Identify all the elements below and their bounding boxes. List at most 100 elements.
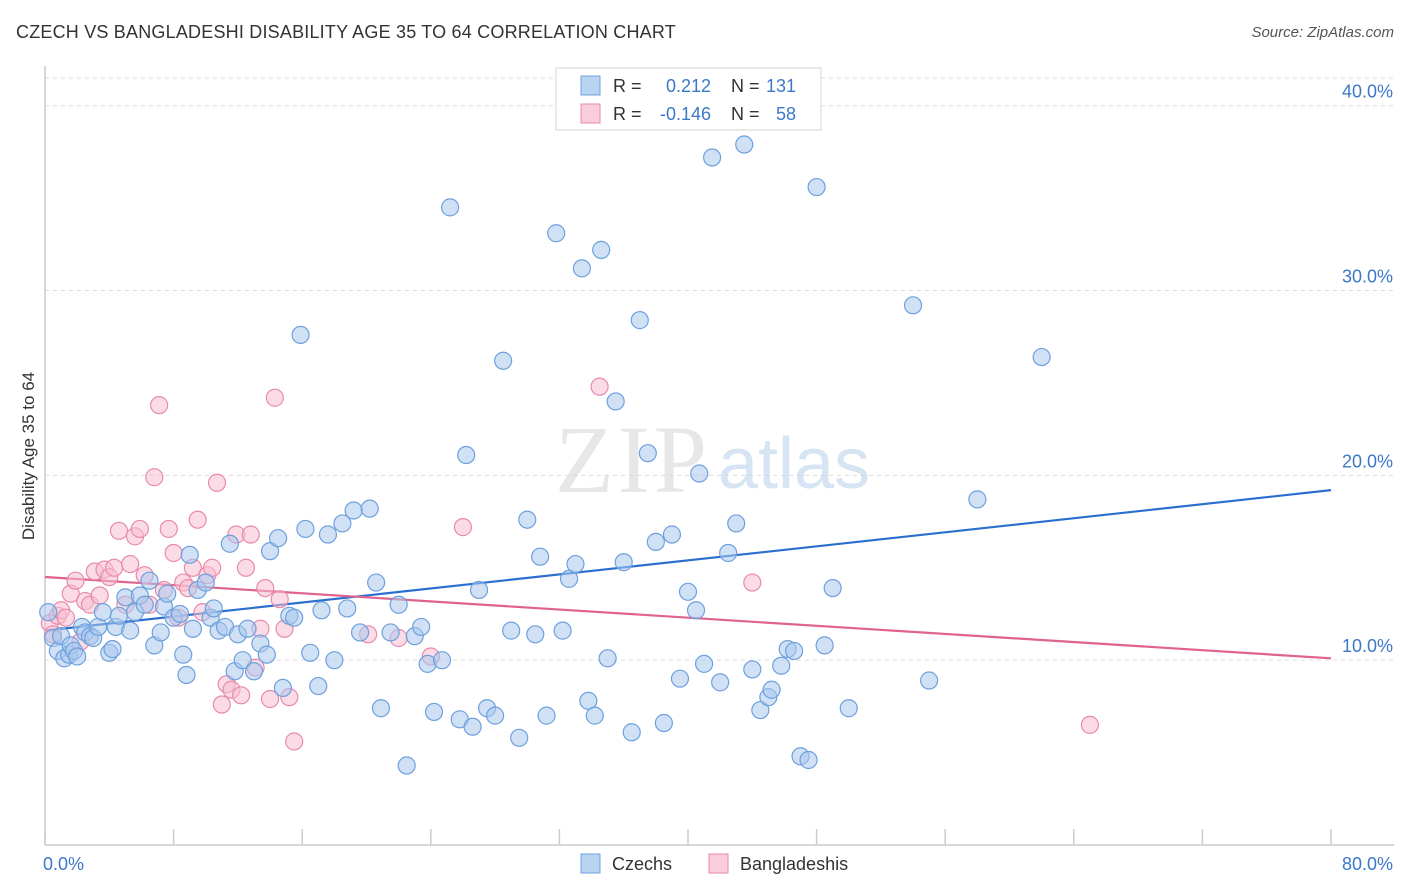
czech-point (566, 554, 585, 574)
x-tick-label: 80.0% (1342, 854, 1393, 874)
czech-point (572, 259, 592, 278)
czech-point (360, 499, 379, 518)
czech-point (220, 534, 239, 553)
bangladeshi-point (236, 558, 256, 577)
chart-title: CZECH VS BANGLADESHI DISABILITY AGE 35 T… (16, 22, 676, 42)
czech-point (839, 699, 858, 718)
stats-n-label-bangladeshi: N = (731, 104, 760, 124)
czech-point (622, 723, 641, 742)
czech-point (285, 608, 304, 627)
bangladeshi-point (56, 608, 75, 627)
bangladeshi-point (145, 468, 164, 487)
y-tick-label: 30.0% (1342, 267, 1393, 287)
czech-point (440, 198, 460, 217)
bangladeshi-point (285, 732, 304, 751)
czech-point (654, 713, 673, 733)
czech-point (690, 464, 709, 483)
stats-legend-swatch-czech (580, 75, 601, 96)
czech-point (301, 643, 320, 662)
czech-point (432, 651, 452, 670)
czech-point (350, 623, 370, 642)
czech-point (903, 296, 923, 315)
legend-label-czechs: Czechs (612, 854, 672, 874)
y-tick-label: 40.0% (1342, 82, 1393, 102)
bangladeshi-point (207, 473, 227, 492)
czech-point (457, 445, 476, 465)
y-axis-label: Disability Age 35 to 64 (19, 372, 38, 540)
czech-point (510, 728, 529, 747)
czech-point (670, 669, 690, 688)
czech-point (630, 311, 649, 330)
czech-point (494, 351, 513, 370)
czech-point (371, 699, 391, 718)
stats-n-value-czech: 131 (766, 76, 796, 96)
czech-point (244, 662, 264, 681)
czech-point (109, 606, 129, 625)
czech-point (784, 641, 804, 661)
bangladeshi-point (590, 377, 609, 396)
czech-point (743, 660, 762, 679)
data-points (39, 135, 1099, 775)
czech-point (502, 621, 521, 640)
czech-point (103, 639, 122, 659)
czech-point (531, 547, 550, 566)
czech-point (135, 595, 154, 614)
czech-point (469, 580, 489, 600)
czech-point (309, 676, 328, 696)
czech-point (238, 619, 257, 638)
legend-label-bangladeshis: Bangladeshis (740, 854, 848, 874)
czech-point (233, 651, 252, 670)
watermark-atlas: atlas (718, 424, 870, 504)
stats-r-value-czech: 0.212 (666, 76, 711, 96)
source-label: Source: ZipAtlas.com (1251, 24, 1394, 41)
czech-point (177, 665, 196, 685)
watermark-zip: ZIP (555, 406, 711, 513)
czech-point (614, 553, 633, 572)
czech-point (762, 680, 781, 699)
czech-point (268, 529, 288, 548)
watermark: ZIP atlas (555, 406, 870, 513)
bangladeshi-point (130, 519, 149, 539)
bangladeshi-point (66, 571, 85, 590)
bangladeshi-point (1080, 715, 1099, 734)
czech-point (412, 617, 431, 637)
czech-point (121, 621, 140, 640)
czech-point (273, 678, 293, 698)
czech-point (751, 700, 770, 720)
bangladeshi-point (453, 518, 473, 537)
bangladeshi-point (90, 586, 109, 605)
bangladeshi-point (105, 558, 124, 577)
bangladeshi-point (188, 510, 207, 529)
czech-point (291, 325, 310, 344)
czech-point (686, 601, 706, 620)
czech-point (39, 603, 58, 622)
y-tick-label: 20.0% (1342, 451, 1393, 471)
stats-r-value-bangladeshi: -0.146 (660, 104, 711, 124)
axes (44, 66, 1394, 846)
stats-legend-swatch-bangladeshi (580, 103, 601, 124)
czech-point (735, 135, 754, 154)
czech-point (486, 706, 505, 725)
bangladeshi-point (270, 590, 289, 609)
czech-point (638, 444, 657, 463)
czech-point (296, 519, 315, 539)
bangladeshi-point (256, 579, 275, 598)
czech-point (318, 525, 338, 544)
y-tick-label: 10.0% (1342, 636, 1393, 656)
czech-point (170, 604, 190, 624)
czech-point (662, 525, 682, 544)
czech-trend-line (44, 489, 1332, 632)
czech-point (325, 651, 344, 670)
czech-point (585, 706, 604, 725)
bangladeshi-point (241, 525, 260, 544)
czech-point (93, 603, 112, 622)
czech-point (1032, 347, 1051, 367)
czech-point (183, 619, 202, 638)
czech-point (204, 599, 223, 618)
bangladeshi-point (743, 573, 762, 592)
czech-point (553, 621, 572, 640)
czech-point (694, 654, 714, 673)
czech-point (526, 625, 545, 644)
czech-point (678, 582, 698, 601)
